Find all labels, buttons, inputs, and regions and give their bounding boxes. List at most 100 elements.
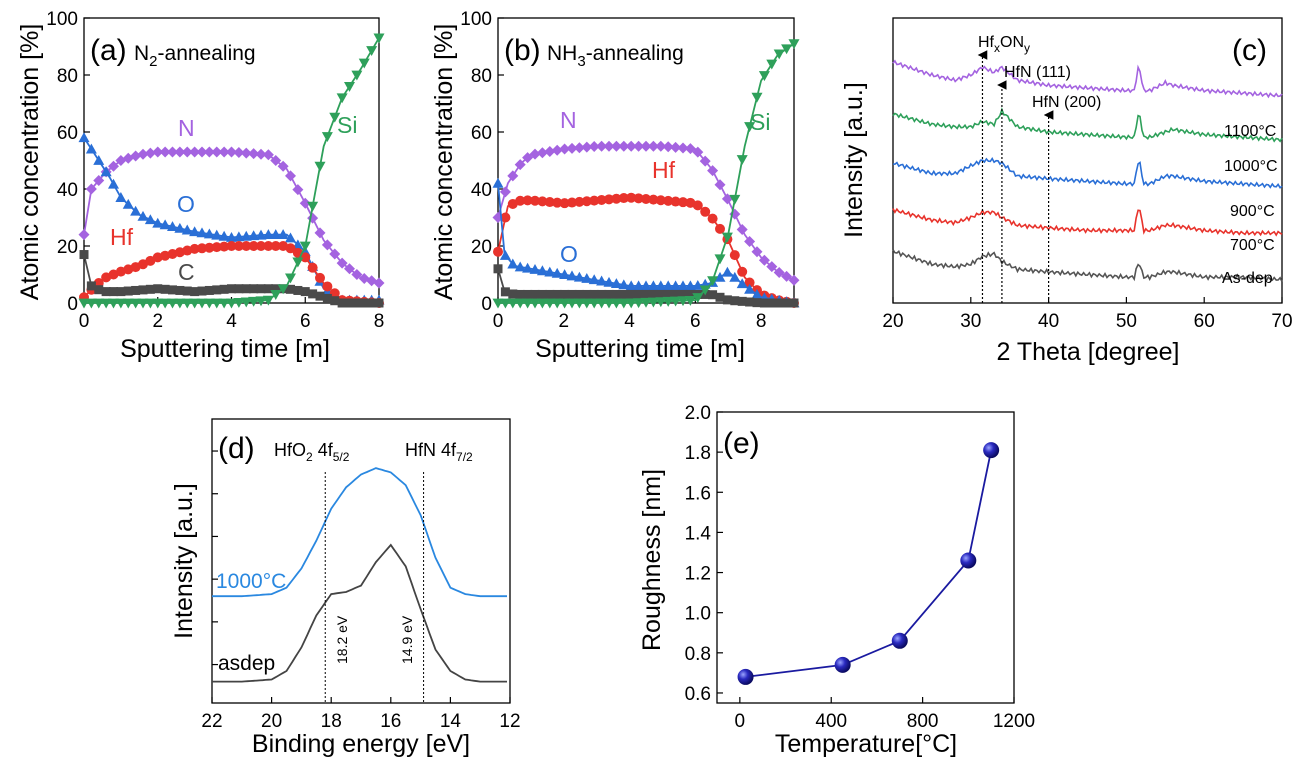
panel-b-point-O xyxy=(529,264,541,274)
panel-a-xlabel: Sputtering time [m] xyxy=(120,335,330,363)
panel-a-point-C xyxy=(153,284,163,294)
panel-b-xlabel: Sputtering time [m] xyxy=(535,335,745,363)
panel-a-point-N xyxy=(189,146,201,158)
panel-a-point-C xyxy=(322,293,332,303)
panel-c-frame xyxy=(892,17,1283,304)
panel-c-label-asdep: As-dep xyxy=(1222,270,1273,287)
panel-c-line-2 xyxy=(892,157,1283,189)
panel-c-line-1 xyxy=(892,107,1283,143)
panel-b-point-Si xyxy=(781,44,793,55)
panel-b-point-N xyxy=(633,140,645,152)
panel-b-point-C xyxy=(523,289,533,299)
panel-b-point-Hf xyxy=(700,206,711,217)
panel-d-line1-label: 18.2 eV xyxy=(334,615,350,664)
panel-b-point-O xyxy=(670,280,682,291)
panel-a-point-O xyxy=(233,231,245,242)
panel-c-line-3 xyxy=(892,207,1283,237)
panel-a-point-N xyxy=(152,146,164,158)
panel-a-point-Hf xyxy=(219,241,230,252)
panel-a-point-Si xyxy=(233,298,245,308)
panel-b-point-Hf xyxy=(537,196,548,207)
panel-a-point-N xyxy=(373,277,385,289)
panel-b-point-C xyxy=(767,298,777,308)
panel-a-point-Si xyxy=(167,298,178,309)
panel-a-point-C xyxy=(263,284,273,294)
panel-b-point-Si xyxy=(647,297,659,308)
panel-c-peak-hfn111: HfN (111) xyxy=(1004,64,1071,81)
panel-a-point-Si xyxy=(85,298,97,309)
panel-e-label: (e) xyxy=(723,427,760,460)
panel-b-point-Si xyxy=(773,49,785,60)
panel-a-point-Si xyxy=(144,298,156,309)
panel-a-point-C xyxy=(219,284,229,294)
panel-a-point-C xyxy=(315,291,325,301)
panel-b-point-Si xyxy=(633,298,645,309)
panel-a-point-Hf xyxy=(329,288,340,299)
panel-b-point-N xyxy=(744,235,756,247)
panel-a-point-N xyxy=(299,197,311,209)
panel-b-point-N xyxy=(573,142,585,154)
panel-a-point-Si xyxy=(78,298,90,309)
panel-b-point-O xyxy=(729,271,741,282)
panel-b-point-Hf xyxy=(655,195,666,206)
panel-b-point-N xyxy=(603,140,615,152)
panel-d-line-0 xyxy=(212,467,507,598)
panel-b-point-N xyxy=(677,142,689,154)
panel-a-point-Si xyxy=(100,298,112,309)
panel-b-point-C xyxy=(774,298,784,308)
panel-a-point-C xyxy=(109,287,118,297)
panel-b-point-Si xyxy=(588,298,600,309)
panel-b-point-C xyxy=(530,289,540,299)
panel-a-point-Hf xyxy=(211,242,222,253)
panel-d-line-1 xyxy=(212,543,507,683)
panel-b-point-Si xyxy=(758,71,770,82)
panel-b-point-O xyxy=(544,266,556,277)
panel-a-point-Si xyxy=(307,201,319,212)
panel-e-point-2 xyxy=(891,632,908,649)
panel-b-point-O xyxy=(514,261,526,272)
panel-a-point-Si xyxy=(196,298,208,309)
panel-c-label-900: 900°C xyxy=(1230,203,1275,220)
panel-b-point-Si xyxy=(640,297,652,308)
panel-a-point-Hf xyxy=(197,243,207,254)
panel-a-point-O xyxy=(100,166,112,177)
panel-b-line-Si xyxy=(498,42,795,304)
panel-d-xtick-label-3: 16 xyxy=(380,711,401,732)
panel-a-point-N xyxy=(144,147,156,159)
panel-b-point-O xyxy=(662,280,674,291)
panel-b-ytick-label-1: 20 xyxy=(471,237,492,258)
panel-b-point-C xyxy=(715,292,725,302)
panel-a-point-O xyxy=(167,221,178,232)
panel-c-label-1100: 1100°C xyxy=(1224,123,1276,140)
panel-e-ylabel: Roughness [nm] xyxy=(638,469,666,651)
panel-b-point-C xyxy=(597,289,607,299)
panel-b-ylabel: Atomic concentration [%] xyxy=(430,24,458,301)
panel-a-point-Hf xyxy=(270,241,281,251)
panel-a-point-N xyxy=(137,148,149,160)
panel-d-ylabel: Intensity [a.u.] xyxy=(170,483,198,639)
panel-a-point-Si xyxy=(366,46,378,56)
panel-b-point-O xyxy=(744,283,756,294)
panel-b-point-C xyxy=(745,297,755,307)
panel-a-point-O xyxy=(285,232,296,243)
panel-b-point-O xyxy=(677,280,689,291)
panel-b-point-Hf xyxy=(678,197,688,208)
panel-b-point-Hf xyxy=(574,196,585,207)
panel-e-ytick-label-0: 0.6 xyxy=(685,684,711,705)
panel-b-point-O xyxy=(721,266,733,277)
panel-b-point-Hf xyxy=(648,194,659,205)
panel-a-point-O xyxy=(93,155,105,165)
panel-b-point-N xyxy=(714,179,726,191)
panel-b-point-C xyxy=(545,289,555,299)
panel-a-point-O xyxy=(189,226,201,237)
panel-a-point-Si xyxy=(122,298,134,309)
panel-b-point-Si xyxy=(596,298,608,309)
panel-b-point-C xyxy=(671,289,681,299)
panel-c-line-0 xyxy=(892,59,1283,99)
panel-a-point-N xyxy=(240,147,252,159)
panel-a-point-N xyxy=(211,146,223,158)
panel-a-point-Hf xyxy=(241,241,252,251)
panel-b-point-C xyxy=(493,264,503,274)
